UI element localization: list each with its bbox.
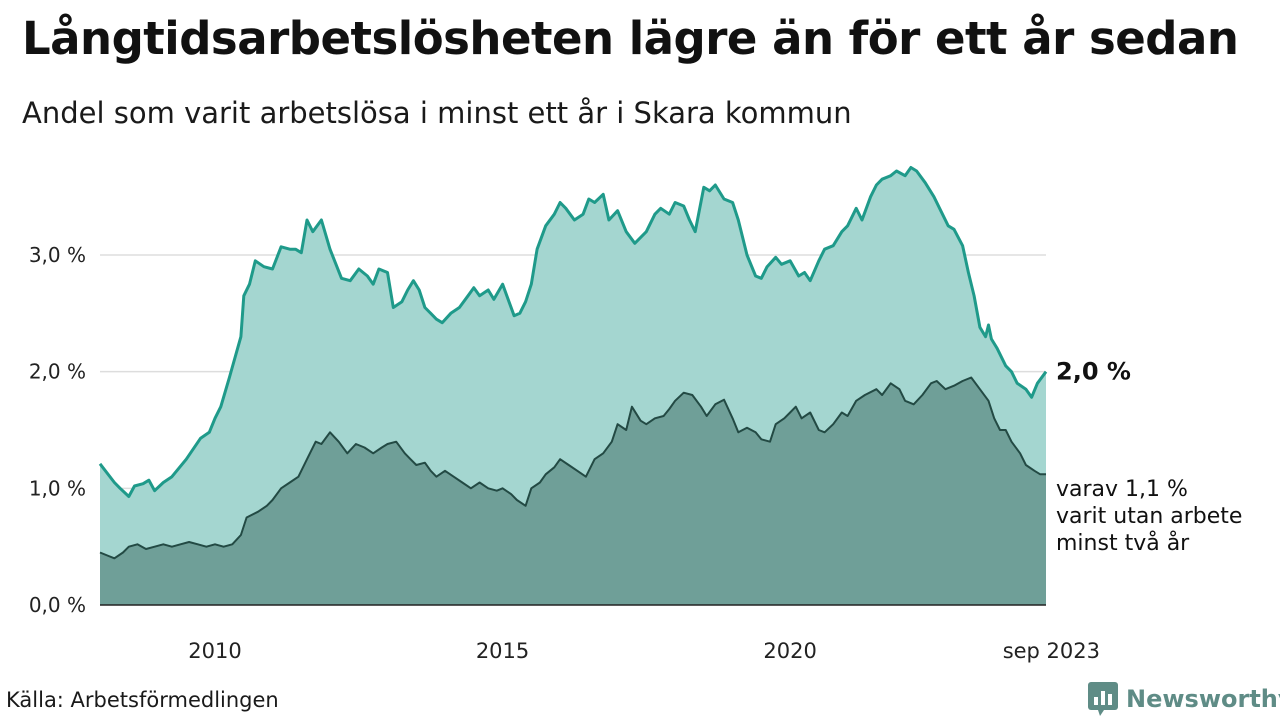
series-area: [100, 377, 1046, 605]
x-tick-label: 2010: [188, 639, 241, 663]
x-tick-label: 2020: [763, 639, 816, 663]
brand-name: Newsworthy: [1126, 685, 1280, 713]
end-label-total: 2,0 %: [1056, 358, 1131, 386]
series-areas: [98, 166, 1048, 606]
series-line: [99, 376, 1046, 560]
series-line: [98, 166, 1048, 498]
end-label-subset: varit utan arbete: [1056, 504, 1242, 529]
newsworthy-logo-icon: [1088, 682, 1118, 716]
brand-logo: Newsworthy: [1088, 682, 1280, 716]
axis-labels: 0,0 % 1,0 % 2,0 % 3,0 % 2010 2015 2020 sep 2023: [29, 243, 1100, 663]
x-tick-label: sep 2023: [1003, 639, 1100, 663]
chart-subtitle: Andel som varit arbetslösa i minst ett å…: [22, 96, 852, 130]
x-tick-label: 2015: [476, 639, 529, 663]
y-tick-label: 2,0 %: [29, 360, 86, 384]
chart-title: Långtidsarbetslösheten lägre än för ett …: [22, 12, 1239, 65]
y-tick-label: 1,0 %: [29, 476, 86, 500]
end-label-subset: minst två år: [1056, 530, 1190, 556]
end-label-subset: varav 1,1 %: [1056, 477, 1188, 502]
y-tick-label: 3,0 %: [29, 243, 86, 267]
y-tick-label: 0,0 %: [29, 593, 86, 617]
source-note: Källa: Arbetsförmedlingen: [6, 688, 279, 712]
